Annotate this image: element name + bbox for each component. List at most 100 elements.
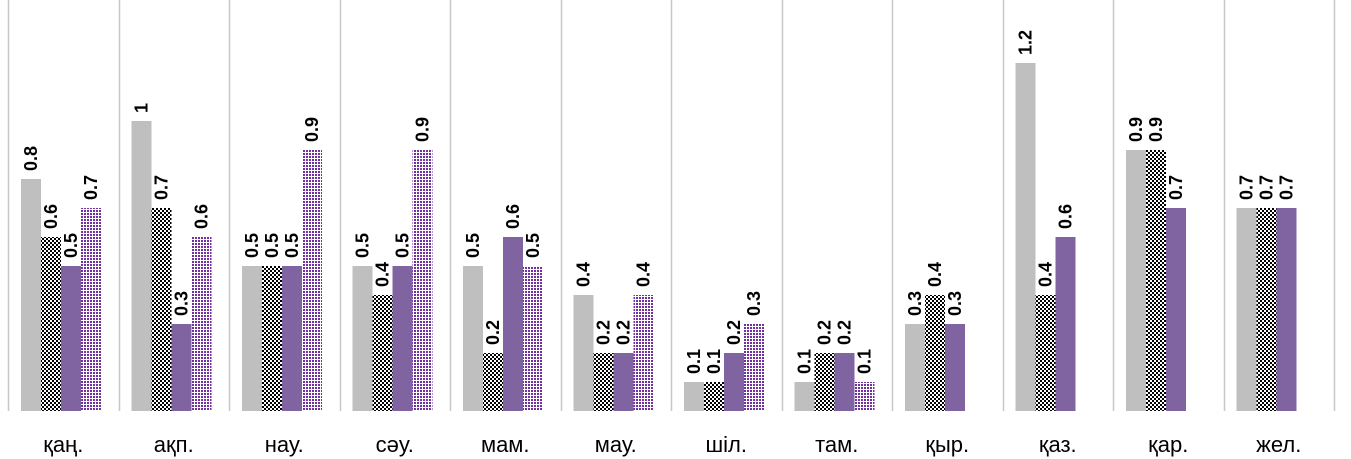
bars xyxy=(21,63,1297,411)
data-label: 0.1 xyxy=(795,349,815,374)
bar xyxy=(41,237,61,411)
data-label: 0.6 xyxy=(1056,204,1076,229)
bar xyxy=(302,150,322,411)
bar xyxy=(945,324,965,411)
bar xyxy=(503,237,523,411)
data-label: 0.5 xyxy=(393,233,413,258)
bar xyxy=(834,353,855,411)
bar xyxy=(925,295,945,411)
data-label: 0.5 xyxy=(262,233,282,258)
category-label: қыр. xyxy=(925,432,969,457)
category-label: мау. xyxy=(595,432,637,457)
bar xyxy=(412,150,433,411)
data-label: 0.2 xyxy=(815,320,835,345)
category-label: жел. xyxy=(1256,432,1301,457)
bar xyxy=(1276,208,1297,411)
bar xyxy=(483,353,503,411)
bar xyxy=(1236,208,1257,411)
category-label: мам. xyxy=(481,432,530,457)
bar xyxy=(744,324,764,411)
data-label: 0.4 xyxy=(574,262,594,287)
bar xyxy=(1256,208,1277,411)
bar xyxy=(724,353,744,411)
bar xyxy=(151,208,172,411)
bar xyxy=(1166,208,1186,411)
category-label: сәу. xyxy=(376,432,414,457)
grid-lines xyxy=(7,0,1336,411)
bar xyxy=(794,382,815,411)
bar xyxy=(61,266,81,411)
data-label: 0.9 xyxy=(1146,117,1166,142)
bar xyxy=(352,266,373,411)
bar xyxy=(171,324,192,411)
bar xyxy=(633,295,654,411)
data-label: 0.7 xyxy=(1277,175,1297,200)
data-label: 0.7 xyxy=(1237,175,1257,200)
bar xyxy=(372,295,393,411)
data-label: 0.4 xyxy=(373,262,393,287)
bar xyxy=(613,353,634,411)
category-label: шіл. xyxy=(706,432,748,457)
bar xyxy=(905,324,925,411)
bar xyxy=(523,266,543,411)
data-label: 0.6 xyxy=(192,204,212,229)
data-label: 0.1 xyxy=(684,349,704,374)
bar xyxy=(242,266,262,411)
data-label: 0.5 xyxy=(463,233,483,258)
category-label: қар. xyxy=(1148,432,1188,457)
data-label: 0.2 xyxy=(483,320,503,345)
bar xyxy=(573,295,594,411)
bar xyxy=(81,208,101,411)
bar xyxy=(1146,150,1166,411)
bar xyxy=(1055,237,1076,411)
data-label: 0.5 xyxy=(523,233,543,258)
data-label: 0.9 xyxy=(302,117,322,142)
data-label: 0.3 xyxy=(172,291,192,316)
data-label: 0.6 xyxy=(41,204,61,229)
bar xyxy=(191,237,212,411)
data-label: 0.1 xyxy=(855,349,875,374)
bar xyxy=(593,353,614,411)
data-label: 0.5 xyxy=(282,233,302,258)
data-label: 0.5 xyxy=(61,233,81,258)
data-label: 1.2 xyxy=(1016,30,1036,55)
category-label: қаң. xyxy=(43,432,83,457)
data-label: 0.7 xyxy=(81,175,101,200)
data-label: 0.7 xyxy=(1166,175,1186,200)
data-label: 0.4 xyxy=(1036,262,1056,287)
bar xyxy=(1015,63,1036,411)
data-label: 0.3 xyxy=(905,291,925,316)
data-label: 0.2 xyxy=(594,320,614,345)
bar xyxy=(854,382,875,411)
data-label: 0.7 xyxy=(1257,175,1277,200)
data-label: 0.5 xyxy=(353,233,373,258)
category-labels: қаң. ақп. нау. сәу. мам. мау. шіл. там. қыр. қаз.… xyxy=(43,432,1301,457)
data-label: 0.5 xyxy=(242,233,262,258)
data-label: 0.2 xyxy=(614,320,634,345)
bar xyxy=(684,382,704,411)
bar xyxy=(704,382,724,411)
data-label: 1 xyxy=(132,103,152,113)
category-label: нау. xyxy=(265,432,304,457)
category-label: ақп. xyxy=(154,432,194,457)
bar xyxy=(1126,150,1146,411)
data-label: 0.3 xyxy=(744,291,764,316)
bar xyxy=(282,266,302,411)
bar xyxy=(392,266,413,411)
data-label: 0.4 xyxy=(925,262,945,287)
data-label: 0.6 xyxy=(503,204,523,229)
data-label: 0.4 xyxy=(634,262,654,287)
data-label: 0.9 xyxy=(413,117,433,142)
data-label: 0.1 xyxy=(704,349,724,374)
category-label: қаз. xyxy=(1039,432,1077,457)
bar xyxy=(463,266,483,411)
data-label: 0.7 xyxy=(152,175,172,200)
data-label: 0.3 xyxy=(945,291,965,316)
data-labels: 0.80.60.50.710.70.30.60.5 0.5 0.50.90.50.4… xyxy=(21,30,1297,374)
data-label: 0.9 xyxy=(1126,117,1146,142)
data-label: 0.8 xyxy=(21,146,41,171)
data-label: 0.2 xyxy=(724,320,744,345)
bar xyxy=(814,353,835,411)
